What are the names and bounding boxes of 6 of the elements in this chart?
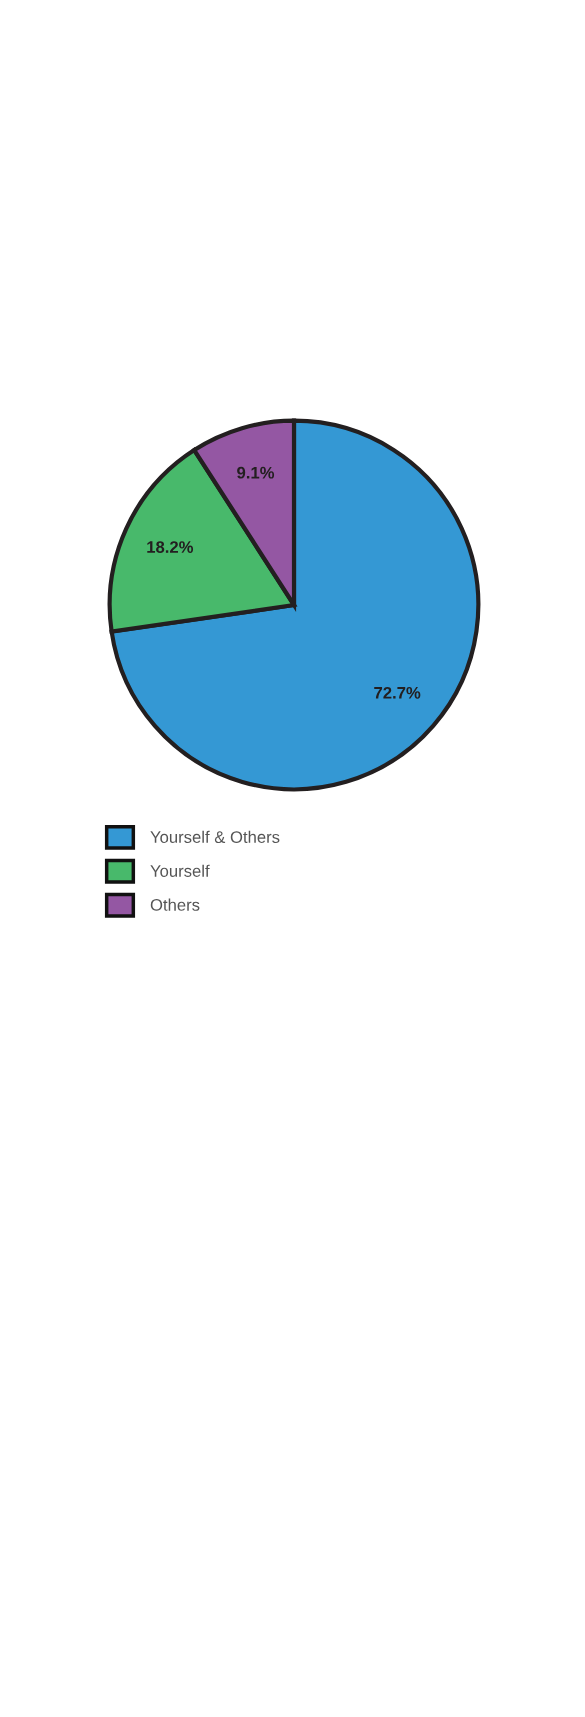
data-label: 18.2% — [147, 541, 194, 553]
data-label: 72.7% — [374, 686, 421, 699]
data-label: 9.1% — [237, 466, 275, 479]
legend-label: Yourself & Others — [150, 830, 280, 843]
legend-label: Others — [150, 898, 200, 911]
legend-label: Yourself — [150, 864, 210, 877]
